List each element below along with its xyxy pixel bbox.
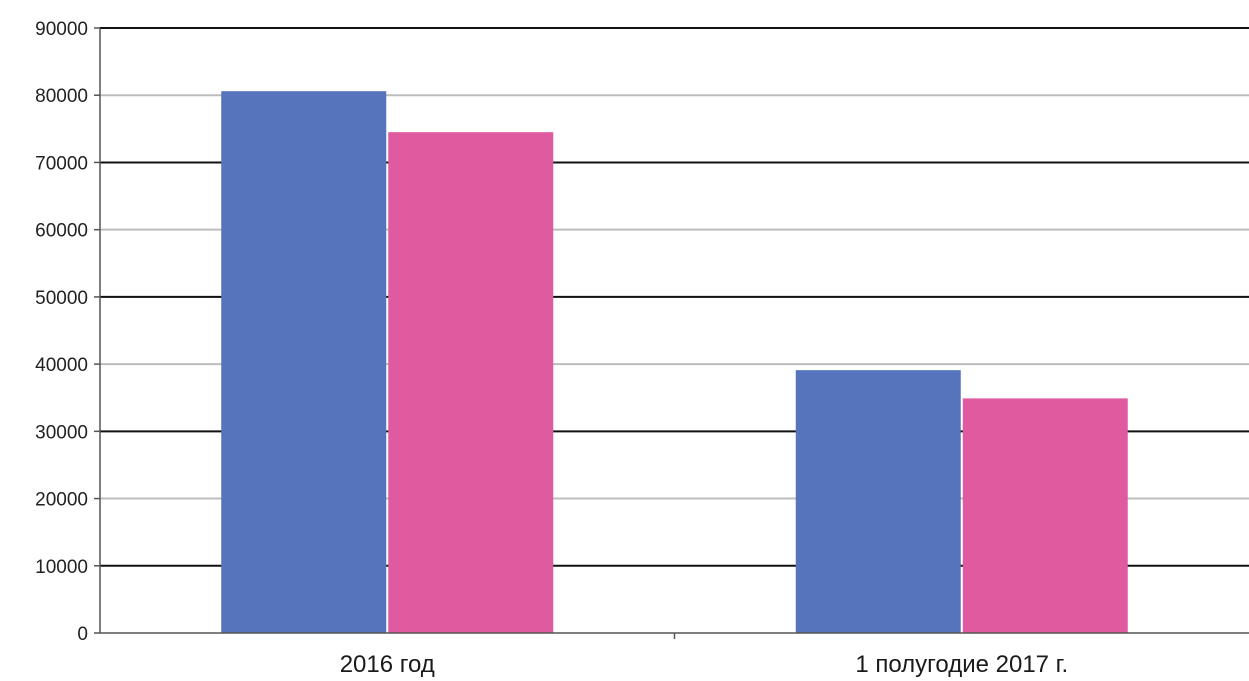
bar-series-2-2017-h1: [962, 398, 1128, 633]
axes: [94, 27, 1249, 639]
bar-series-1-2017-h1: [795, 370, 961, 633]
x-category-label: 2016 год: [340, 651, 435, 678]
labels: 0 10000 20000 30000 40000 50000 60000 70000 8000…: [35, 19, 1068, 678]
y-tick-label: 0: [77, 624, 88, 645]
y-tick-label: 40000: [35, 355, 88, 376]
y-tick-label: 20000: [35, 490, 88, 511]
bars: [221, 91, 1128, 633]
y-tick-label: 60000: [35, 221, 88, 242]
y-tick-label: 80000: [35, 86, 88, 107]
bar-series-1-2016: [221, 91, 387, 633]
y-tick-label: 30000: [35, 422, 88, 443]
y-tick-label: 90000: [35, 19, 88, 40]
y-tick-label: 70000: [35, 153, 88, 174]
bar-series-2-2016: [388, 132, 554, 633]
y-tick-label: 50000: [35, 288, 88, 309]
x-category-label: 1 полугодие 2017 г.: [855, 651, 1068, 678]
y-tick-label: 10000: [35, 557, 88, 578]
